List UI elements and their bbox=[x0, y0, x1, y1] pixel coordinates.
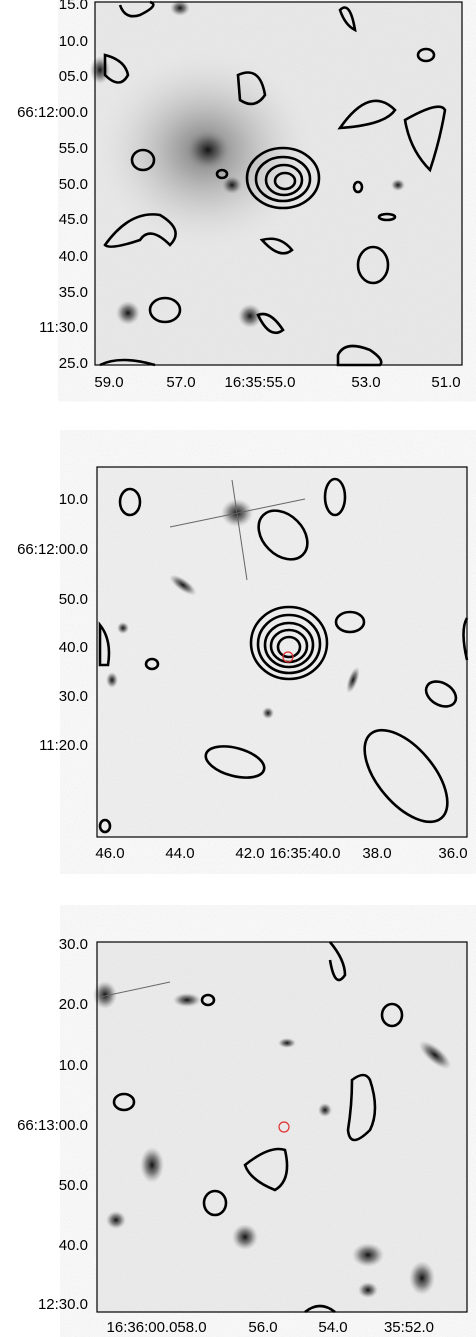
frame bbox=[96, 466, 468, 838]
galaxy bbox=[186, 130, 230, 170]
x-tick-label: 58.0 bbox=[177, 1319, 206, 1336]
y-tick-label: 25.0 bbox=[59, 355, 88, 372]
galaxy bbox=[173, 993, 201, 1007]
y-tick-label: 45.0 bbox=[59, 211, 88, 228]
galaxy bbox=[106, 672, 118, 688]
x-tick-label: 16:35:55.0 bbox=[225, 374, 296, 391]
x-tick-label: 59.0 bbox=[94, 374, 123, 391]
y-tick-label: 30.0 bbox=[59, 688, 88, 705]
y-tick-label: 11:20.0 bbox=[39, 737, 88, 754]
contours bbox=[98, 477, 469, 834]
galaxy bbox=[262, 707, 274, 719]
galaxy bbox=[232, 1224, 258, 1250]
y-tick-label: 66:13:00.0 bbox=[17, 1117, 88, 1134]
galaxy bbox=[117, 622, 129, 634]
galaxy bbox=[106, 1211, 126, 1229]
galaxy bbox=[90, 56, 110, 84]
galaxy bbox=[278, 1038, 296, 1048]
y-tick-label: 66:12:00.0 bbox=[17, 541, 88, 558]
y-tick-label: 30.0 bbox=[59, 936, 88, 953]
y-tick-label: 55.0 bbox=[59, 140, 88, 157]
x-tick-label: 54.0 bbox=[318, 1319, 347, 1336]
x-tick-label: 38.0 bbox=[362, 845, 391, 862]
y-tick-label: 15.0 bbox=[59, 0, 88, 13]
y-tick-label: 05.0 bbox=[59, 68, 88, 85]
x-tick-label: 42.0 bbox=[235, 845, 264, 862]
x-tick-label: 16:35:40.0 bbox=[270, 845, 341, 862]
frame bbox=[94, 1, 463, 366]
galaxy bbox=[352, 1243, 384, 1267]
y-tick-label: 11:30.0 bbox=[39, 319, 88, 336]
y-tick-label: 50.0 bbox=[59, 1177, 88, 1194]
panel-1: 15.0 10.0 05.0 66:12:00.0 55.0 50.0 45.0… bbox=[17, 0, 463, 391]
marker bbox=[278, 1121, 290, 1133]
galaxy bbox=[238, 304, 262, 328]
galaxy bbox=[358, 1282, 378, 1298]
galaxy bbox=[222, 176, 242, 194]
galaxy bbox=[409, 1261, 435, 1295]
galaxy bbox=[169, 574, 197, 596]
galaxy bbox=[170, 0, 190, 16]
galaxy bbox=[140, 1147, 164, 1183]
x-tick-label: 36.0 bbox=[438, 845, 467, 862]
y-tick-label: 40.0 bbox=[59, 1237, 88, 1254]
y-tick-label: 10.0 bbox=[59, 1057, 88, 1074]
galaxy bbox=[391, 179, 405, 191]
y-tick-label: 66:12:00.0 bbox=[17, 104, 88, 121]
marker bbox=[282, 651, 294, 663]
image-noise bbox=[97, 467, 467, 837]
x-tick-label: 44.0 bbox=[165, 845, 194, 862]
y-tick-label: 12:30.0 bbox=[38, 1296, 88, 1313]
image-noise bbox=[97, 942, 467, 1312]
galaxy bbox=[318, 1103, 332, 1117]
spike bbox=[169, 498, 306, 528]
y-tick-label: 40.0 bbox=[59, 248, 88, 265]
x-tick-label: 56.0 bbox=[248, 1319, 277, 1336]
y-tick-label: 35.0 bbox=[59, 284, 88, 301]
panel-2: 10.0 66:12:00.0 50.0 40.0 30.0 11:20.0 4… bbox=[17, 466, 469, 862]
panel-3: 30.0 20.0 10.0 66:13:00.0 50.0 40.0 12:3… bbox=[17, 936, 468, 1336]
star bbox=[93, 981, 117, 1009]
contours bbox=[112, 941, 404, 1314]
x-tick-label: 57.0 bbox=[166, 374, 195, 391]
x-tick-label: 16:36:00.0 bbox=[107, 1319, 178, 1336]
galaxy bbox=[418, 1040, 452, 1070]
x-tick-label: 35:52.0 bbox=[384, 1319, 434, 1336]
frame bbox=[96, 941, 468, 1313]
galaxy bbox=[346, 666, 360, 694]
spike bbox=[99, 981, 171, 998]
y-tick-label: 20.0 bbox=[59, 996, 88, 1013]
y-tick-label: 50.0 bbox=[59, 176, 88, 193]
x-tick-label: 53.0 bbox=[351, 374, 380, 391]
y-tick-label: 40.0 bbox=[59, 639, 88, 656]
x-tick-label: 46.0 bbox=[95, 845, 124, 862]
y-tick-label: 10.0 bbox=[59, 491, 88, 508]
y-tick-label: 10.0 bbox=[59, 33, 88, 50]
y-tick-label: 50.0 bbox=[59, 591, 88, 608]
x-tick-label: 51.0 bbox=[431, 374, 460, 391]
spike bbox=[231, 479, 248, 581]
galaxy bbox=[116, 301, 140, 325]
contours bbox=[99, 0, 447, 367]
